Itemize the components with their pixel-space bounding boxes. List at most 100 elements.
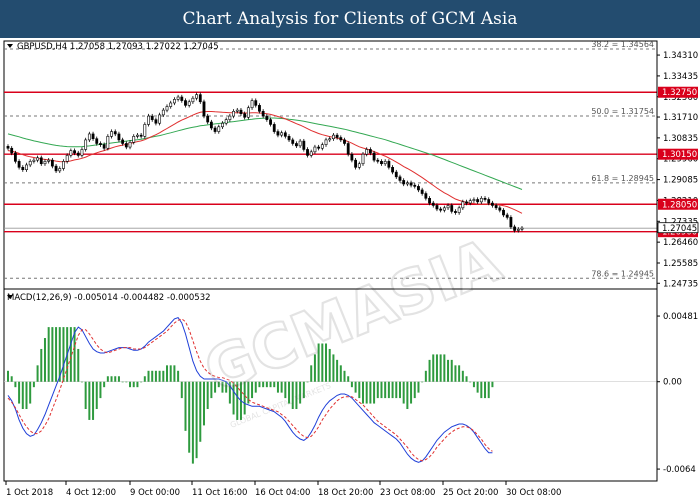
- candle-body: [446, 205, 450, 209]
- macd-histogram-bar: [180, 381, 183, 399]
- candle-body: [250, 100, 254, 109]
- candle-body: [102, 144, 106, 149]
- macd-histogram-bar: [95, 381, 98, 410]
- candle: [428, 196, 431, 206]
- macd-histogram-bar: [10, 376, 13, 382]
- candle-body: [169, 102, 173, 107]
- candle: [258, 103, 261, 114]
- price-tick-label: 1.34310: [663, 51, 698, 61]
- macd-pane-border: [3, 288, 658, 482]
- macd-histogram-bar: [154, 370, 157, 382]
- macd-histogram-bar: [69, 327, 72, 382]
- candle-body: [295, 143, 298, 147]
- price-tick-label: 1.32560: [663, 93, 698, 103]
- candle-body: [202, 101, 206, 117]
- macd-histogram-bar: [206, 381, 209, 410]
- price-tick-label: 1.29085: [663, 176, 698, 186]
- candle: [169, 100, 173, 109]
- candle: [350, 152, 354, 163]
- candle: [128, 140, 132, 150]
- candle: [21, 165, 25, 172]
- candle-body: [195, 94, 198, 99]
- macd-histogram-bar: [321, 343, 324, 382]
- candle-body: [139, 134, 143, 137]
- candle: [165, 104, 169, 113]
- macd-histogram-bar: [121, 381, 124, 383]
- candle: [435, 203, 439, 212]
- collapse-triangle-icon[interactable]: [7, 44, 13, 48]
- candle: [295, 141, 298, 149]
- macd-histogram-bar: [443, 354, 446, 382]
- macd-histogram-bar: [391, 381, 394, 399]
- candle-body: [261, 111, 265, 117]
- level-price-tag: [658, 148, 698, 160]
- candle-body: [254, 100, 258, 106]
- candle-body: [346, 143, 350, 155]
- candle: [217, 124, 221, 134]
- macd-histogram-bar: [373, 381, 376, 404]
- fib-label: 50.0 = 1.31754: [591, 107, 654, 116]
- candle: [265, 113, 269, 122]
- candle-body: [505, 214, 509, 218]
- candle-body: [239, 109, 243, 114]
- candle: [339, 135, 343, 143]
- candle-body: [361, 153, 365, 165]
- candle: [117, 131, 121, 143]
- macd-histogram-bar: [55, 327, 58, 382]
- time-tick-label: 30 Oct 08:00: [506, 488, 561, 498]
- candle-body: [320, 144, 324, 149]
- chart-svg[interactable]: 38.2 = 1.34564 50.0 = 1.31754 61.8 = 1.289…: [0, 38, 700, 500]
- candle-body: [80, 149, 84, 156]
- time-tick-label: 1 Oct 2018: [6, 488, 53, 498]
- macd-histogram-bar: [236, 381, 239, 420]
- candle: [76, 150, 80, 158]
- candle: [198, 92, 202, 104]
- fib-label: 61.8 = 1.28945: [591, 174, 654, 183]
- candle-body: [324, 139, 328, 145]
- candle-body: [376, 159, 380, 162]
- fib-label: 38.2 = 1.34564: [591, 40, 654, 49]
- candle: [298, 138, 302, 149]
- macd-collapse-triangle-icon[interactable]: [7, 295, 13, 299]
- macd-histogram-bar: [450, 359, 453, 382]
- macd-tick-label: 0.00: [663, 378, 682, 388]
- candle-body: [117, 133, 121, 141]
- macd-histogram-bar: [40, 348, 43, 382]
- candle: [113, 129, 117, 137]
- candle-body: [150, 115, 154, 120]
- candle-body: [62, 161, 65, 169]
- price-tick-label: 1.30835: [663, 134, 698, 144]
- candle: [505, 212, 509, 220]
- macd-histogram-bar: [487, 381, 490, 399]
- candle-body: [272, 124, 276, 132]
- candle: [365, 147, 369, 157]
- macd-histogram-bar: [343, 370, 346, 382]
- candle: [368, 147, 372, 156]
- candle: [391, 165, 394, 175]
- macd-histogram-bar: [376, 381, 379, 399]
- macd-histogram-bar: [184, 381, 187, 431]
- macd-histogram-bar: [29, 381, 32, 404]
- candle: [206, 113, 210, 125]
- macd-histogram-bar: [413, 381, 416, 399]
- macd-histogram-bar: [114, 376, 117, 382]
- macd-histogram-bar: [251, 381, 254, 399]
- candle-body: [502, 209, 505, 216]
- candle: [36, 155, 39, 163]
- macd-histogram-bar: [169, 365, 172, 382]
- candle-body: [224, 119, 228, 124]
- macd-histogram-bar: [32, 381, 35, 388]
- candle: [502, 208, 505, 218]
- macd-tick-label: -0.0064: [663, 465, 696, 475]
- candle: [479, 196, 483, 205]
- candle: [84, 137, 88, 152]
- macd-histogram-bar: [177, 370, 180, 382]
- candle: [324, 137, 328, 147]
- macd-histogram-bar: [103, 381, 106, 388]
- macd-histogram-bar: [247, 381, 250, 404]
- candle-body: [472, 199, 476, 201]
- candle: [376, 158, 380, 164]
- macd-histogram-bar: [458, 365, 461, 382]
- macd-histogram-bar: [328, 348, 331, 382]
- macd-histogram-bar: [228, 381, 231, 404]
